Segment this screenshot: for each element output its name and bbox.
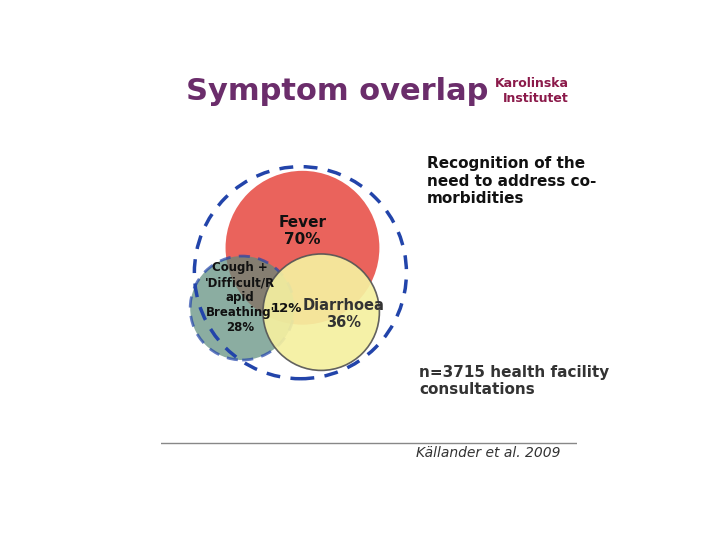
- Circle shape: [225, 171, 379, 325]
- Text: Källander et al. 2009: Källander et al. 2009: [415, 446, 560, 460]
- Text: Symptom overlap: Symptom overlap: [186, 77, 488, 106]
- Text: Recognition of the
need to address co-
morbidities: Recognition of the need to address co- m…: [427, 156, 597, 206]
- Text: Cough +
'Difficult/R
apid
Breathing'
28%: Cough + 'Difficult/R apid Breathing' 28%: [205, 261, 275, 334]
- Circle shape: [190, 256, 294, 360]
- Text: Diarrhoea
36%: Diarrhoea 36%: [303, 298, 385, 330]
- Circle shape: [263, 254, 379, 370]
- Text: n=3715 health facility
consultations: n=3715 health facility consultations: [419, 364, 609, 397]
- Text: Fever
70%: Fever 70%: [279, 215, 326, 247]
- Text: 12%: 12%: [270, 301, 302, 314]
- Text: Karolinska
Institutet: Karolinska Institutet: [495, 77, 569, 105]
